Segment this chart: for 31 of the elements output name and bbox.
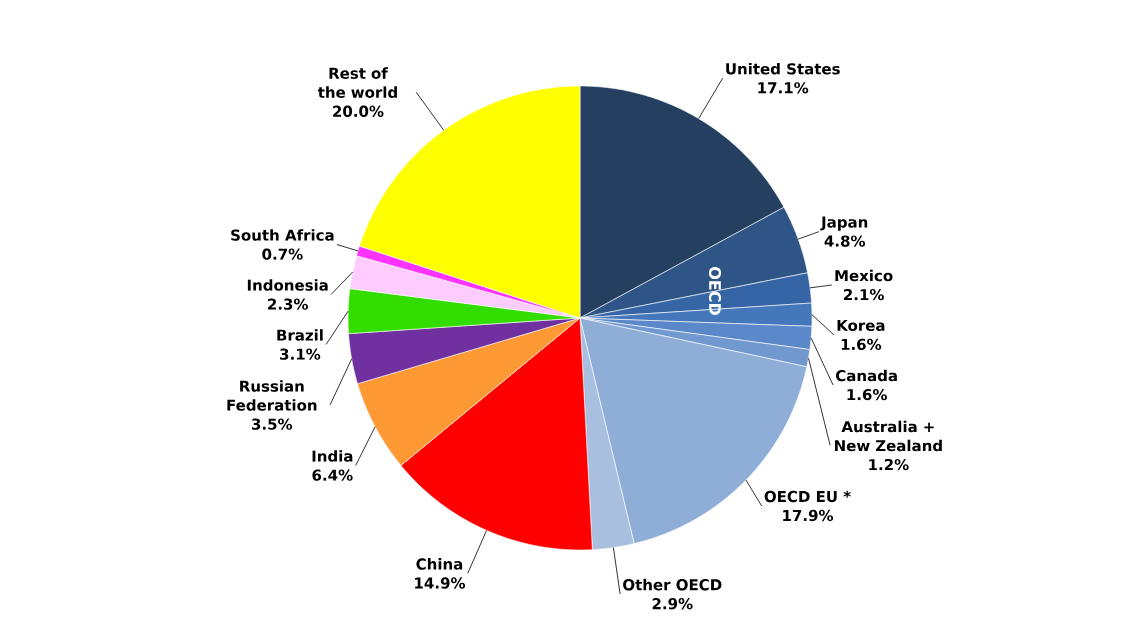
slice-label: OECD EU *: [764, 490, 851, 503]
slice-label: Other OECD: [623, 578, 722, 591]
slice-label: Russian Federation: [227, 380, 317, 411]
data-label: 17.1%: [758, 82, 809, 94]
data-label: 1.6%: [847, 388, 887, 401]
slice-label: Rest of the world: [317, 67, 397, 98]
slice-label: Brazil: [277, 329, 323, 341]
data-label: 0.7%: [262, 248, 303, 260]
data-label: 3.5%: [252, 418, 293, 430]
slice-label: India: [312, 450, 353, 462]
slice-label: South Africa: [231, 229, 334, 241]
slice-label: Australia + New Zealand: [835, 420, 942, 452]
data-label: 3.1%: [280, 348, 321, 360]
data-label: 14.9%: [415, 577, 466, 589]
slice-label: China: [416, 558, 463, 570]
data-label: 2.9%: [652, 598, 693, 610]
data-label: 2.3%: [268, 298, 308, 310]
data-label: 2.1%: [844, 288, 884, 301]
slice-label: Japan: [820, 216, 868, 231]
data-label: 17.9%: [783, 509, 834, 522]
text: OECD: [708, 267, 722, 315]
slice-label: Korea: [837, 319, 885, 332]
slice-label: Mexico: [835, 269, 893, 282]
data-label: 20.0%: [333, 105, 384, 117]
data-label: 4.8%: [824, 235, 866, 247]
slice-label: Canada: [836, 369, 897, 382]
slice-label: Indonesia: [247, 279, 328, 291]
data-label: 1.6%: [841, 338, 882, 351]
data-label: 1.2%: [869, 458, 909, 471]
slice-label: United States: [726, 62, 840, 75]
data-label: 6.4%: [312, 469, 353, 481]
